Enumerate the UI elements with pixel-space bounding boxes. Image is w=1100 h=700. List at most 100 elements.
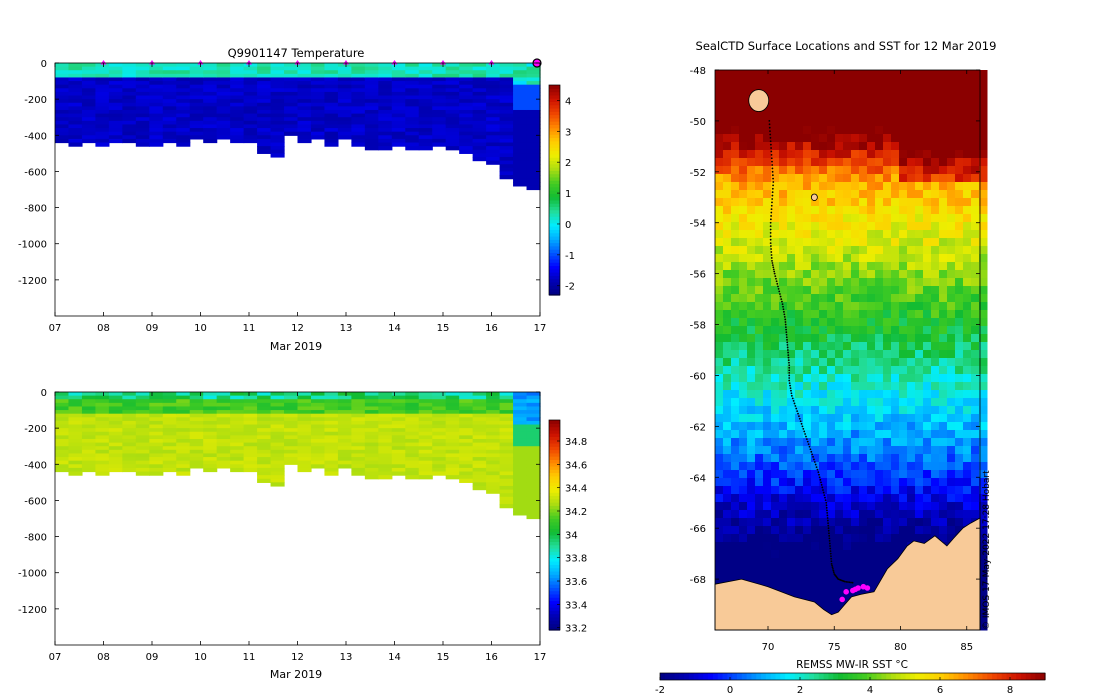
section-cell: [526, 99, 541, 104]
section-cell: [68, 410, 83, 415]
sst-cell: [755, 478, 764, 487]
section-cell: [486, 453, 501, 458]
sst-cell: [795, 222, 804, 231]
sst-cell: [939, 174, 948, 183]
colorbar-swatch: [549, 465, 560, 470]
sst-cell: [971, 254, 980, 263]
section-cell: [472, 431, 487, 436]
sst-cell: [723, 94, 732, 103]
section-cell: [230, 91, 245, 97]
sst-cell: [939, 78, 948, 87]
sst-cell: [763, 326, 772, 335]
section-cell: [216, 117, 231, 122]
section-cell: [486, 84, 501, 89]
section-cell: [445, 84, 460, 89]
section-cell: [297, 124, 312, 129]
section-cell: [472, 392, 487, 397]
sst-cell: [763, 334, 772, 343]
sst-cell: [747, 302, 756, 311]
section-cell: [486, 395, 501, 400]
sst-cell: [811, 126, 820, 135]
sst-cell: [907, 238, 916, 247]
section-cell: [284, 124, 299, 129]
section-cell: [405, 66, 420, 71]
sst-cell: [787, 510, 796, 519]
section-cell: [310, 453, 326, 458]
section-cell: [95, 392, 110, 397]
section-cell: [270, 146, 285, 151]
section-cell: [284, 410, 299, 415]
sst-cell: [843, 278, 852, 287]
track-point: [784, 321, 787, 323]
section-cell: [257, 457, 272, 462]
sst-cell: [787, 518, 796, 527]
sst-cell: [979, 430, 988, 439]
section-cell: [337, 438, 352, 444]
section-cell: [391, 449, 406, 455]
map-y-tick-label: -50: [690, 117, 706, 128]
track-point: [769, 136, 772, 139]
section-cell: [486, 392, 501, 397]
section-cell: [391, 435, 406, 440]
track-point: [779, 293, 781, 295]
sst-cell: [867, 94, 876, 103]
sst-cell: [811, 438, 820, 447]
sst-cell: [955, 398, 964, 407]
section-cell: [486, 428, 501, 433]
section-cell: [445, 428, 460, 433]
section-cell: [472, 120, 487, 126]
track-point: [783, 310, 785, 313]
section-cell: [459, 66, 474, 71]
sst-cell: [779, 118, 788, 127]
sst-cell: [795, 126, 804, 135]
section-cell: [378, 88, 393, 93]
sst-cell: [963, 110, 972, 119]
section-cell: [189, 392, 204, 397]
sst-cell: [771, 86, 780, 95]
sst-cell: [883, 542, 892, 551]
section-cell: [162, 102, 177, 107]
sst-cell: [915, 270, 924, 279]
sst-cell: [731, 502, 740, 511]
map-colorbar-swatch: [660, 673, 666, 680]
track-point: [828, 532, 830, 535]
track-point: [772, 177, 774, 180]
section-cell: [95, 428, 110, 433]
sst-cell: [787, 126, 796, 135]
section-cell: [432, 99, 447, 104]
sst-cell: [931, 262, 940, 271]
sst-cell: [787, 342, 796, 351]
sst-cell: [771, 414, 780, 423]
section-cell: [526, 81, 541, 86]
sst-cell: [891, 310, 900, 319]
sst-cell: [859, 342, 868, 351]
section-cell: [499, 70, 514, 75]
sst-cell: [979, 206, 988, 215]
sst-cell: [923, 430, 932, 439]
section-cell: [445, 464, 460, 469]
sst-cell: [851, 438, 860, 447]
section-cell: [297, 113, 312, 118]
section-cell: [162, 131, 177, 136]
sst-cell: [803, 390, 812, 399]
sst-cell: [947, 206, 956, 215]
sst-cell: [843, 486, 852, 495]
sst-cell: [835, 326, 844, 335]
section-cell: [230, 442, 245, 447]
sst-cell: [979, 502, 988, 511]
section-cell: [68, 135, 83, 140]
track-point: [783, 313, 786, 316]
sst-cell: [739, 518, 748, 527]
sst-cell: [779, 78, 788, 87]
section-cell: [243, 457, 258, 462]
sst-cell: [979, 286, 988, 295]
section-cell: [297, 106, 312, 111]
colorbar-swatch: [549, 547, 560, 552]
sst-cell: [747, 126, 756, 135]
section-cell: [122, 417, 137, 422]
section-cell: [203, 128, 218, 133]
track-point: [830, 557, 833, 560]
section-cell: [68, 453, 83, 458]
sst-cell: [867, 238, 876, 247]
sst-cell: [899, 374, 908, 383]
